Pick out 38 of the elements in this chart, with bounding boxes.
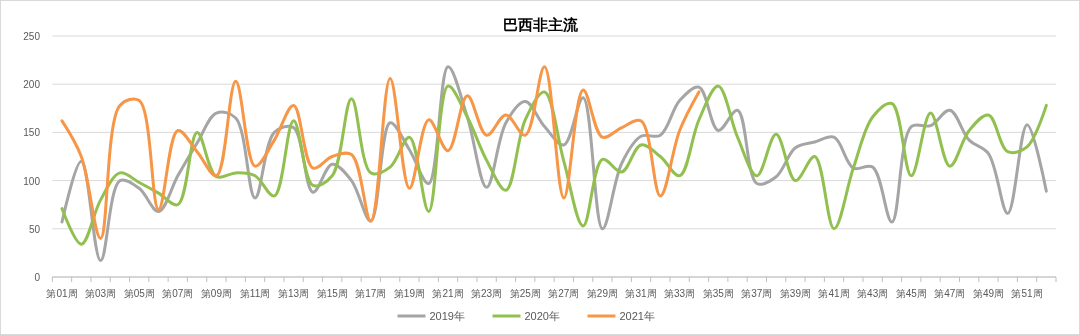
- x-tick-label: 第27周: [548, 288, 580, 299]
- x-tick-label: 第31周: [625, 288, 657, 299]
- chart-title: 巴西非主流: [502, 16, 579, 33]
- x-tick-label: 第07周: [162, 288, 194, 299]
- x-tick-label: 第03周: [85, 288, 117, 299]
- x-tick-label: 第01周: [46, 288, 78, 299]
- legend-label: 2019年: [429, 310, 465, 322]
- x-tick-label: 第25周: [509, 288, 541, 299]
- x-tick-label: 第43周: [857, 288, 889, 299]
- x-tick-label: 第35周: [702, 288, 734, 299]
- x-tick-label: 第29周: [586, 288, 618, 299]
- x-tick-label: 第33周: [664, 288, 696, 299]
- y-tick-label: 200: [23, 79, 41, 91]
- y-tick-label: 50: [28, 223, 41, 235]
- x-tick-label: 第51周: [1011, 288, 1043, 299]
- line-series: [60, 84, 1048, 246]
- x-tick-label: 第47周: [934, 288, 966, 299]
- x-tick-label: 第09周: [200, 288, 232, 299]
- x-tick-label: 第49周: [972, 288, 1005, 299]
- x-tick-label: 第13周: [278, 288, 310, 299]
- x-tick-label: 第39周: [779, 288, 811, 299]
- x-tick-label: 第19周: [393, 288, 425, 299]
- y-tick-label: 100: [23, 175, 41, 187]
- y-tick-label: 0: [34, 272, 41, 283]
- x-tick-label: 第21周: [432, 288, 464, 299]
- x-tick-label: 第23周: [471, 288, 503, 299]
- legend-label: 2020年: [524, 310, 560, 322]
- x-tick-label: 第15周: [316, 288, 348, 299]
- line-series: [60, 65, 701, 240]
- x-tick-label: 第45周: [895, 288, 927, 299]
- y-tick-label: 150: [23, 127, 41, 139]
- legend-label: 2021年: [619, 310, 655, 322]
- x-tick-label: 第41周: [818, 288, 850, 299]
- x-tick-label: 第05周: [123, 288, 155, 299]
- x-tick-label: 第37周: [741, 288, 773, 299]
- x-tick-label: 第17周: [355, 288, 387, 299]
- y-tick-label: 250: [23, 31, 41, 42]
- x-tick-label: 第11周: [239, 288, 271, 299]
